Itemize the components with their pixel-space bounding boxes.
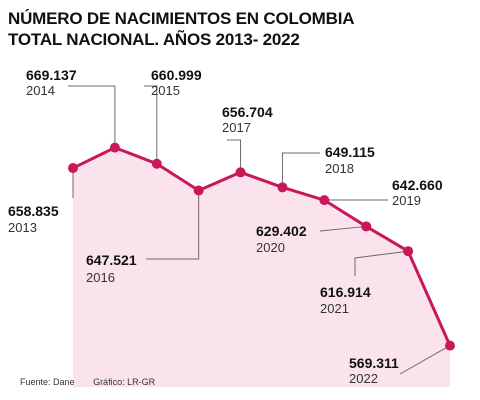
data-point-2015 [151,158,162,169]
leader-line-2018 [281,152,320,188]
year-label-2014: 2014 [26,83,55,98]
value-label-2016: 647.521 [86,252,137,268]
data-point-2016 [193,185,204,196]
leader-line-2021 [354,250,409,276]
value-label-2022: 569.311 [349,355,399,371]
year-label-2016: 2016 [86,270,115,285]
data-point-2022 [445,340,455,351]
area-fill [73,147,450,387]
data-point-2013 [68,163,78,174]
leader-line-2015 [144,85,158,164]
source-note: Fuente: Dane [20,377,75,387]
leader-line-2016 [146,190,200,260]
year-label-2021: 2021 [320,301,349,316]
series-line [72,146,452,347]
value-label-2021: 616.914 [320,284,371,300]
year-label-2013: 2013 [8,220,37,235]
value-label-2017: 656.704 [222,104,273,120]
year-label-2019: 2019 [392,193,421,208]
data-point-2019 [319,195,330,206]
value-label-2013: 658.835 [8,203,59,219]
chart-title-line-2: TOTAL NACIONAL. AÑOS 2013- 2022 [8,30,300,49]
data-point-2020 [361,221,372,232]
year-label-2020: 2020 [256,240,285,255]
value-label-2020: 629.402 [256,223,307,239]
data-point-2018 [277,182,288,193]
data-point-2017 [235,167,246,178]
data-point-2014 [109,142,120,153]
chart-footer: Fuente: Dane Gráfico: LR-GR [20,377,155,387]
leader-line-2014 [68,85,116,148]
leader-line-2020 [319,225,367,232]
leader-line-2017 [227,139,242,173]
graphic-credit: Gráfico: LR-GR [93,377,156,387]
year-label-2017: 2017 [222,120,251,135]
year-label-2022: 2022 [349,371,378,386]
leader-line-2022 [399,345,451,375]
value-label-2014: 669.137 [26,67,77,83]
chart-title-line-1: NÚMERO DE NACIMIENTOS EN COLOMBIA [8,9,355,28]
data-point-2021 [403,246,414,257]
year-label-2018: 2018 [325,161,354,176]
value-label-2018: 649.115 [325,144,375,160]
value-label-2019: 642.660 [392,177,443,193]
value-label-2015: 660.999 [151,67,202,83]
year-label-2015: 2015 [151,83,180,98]
